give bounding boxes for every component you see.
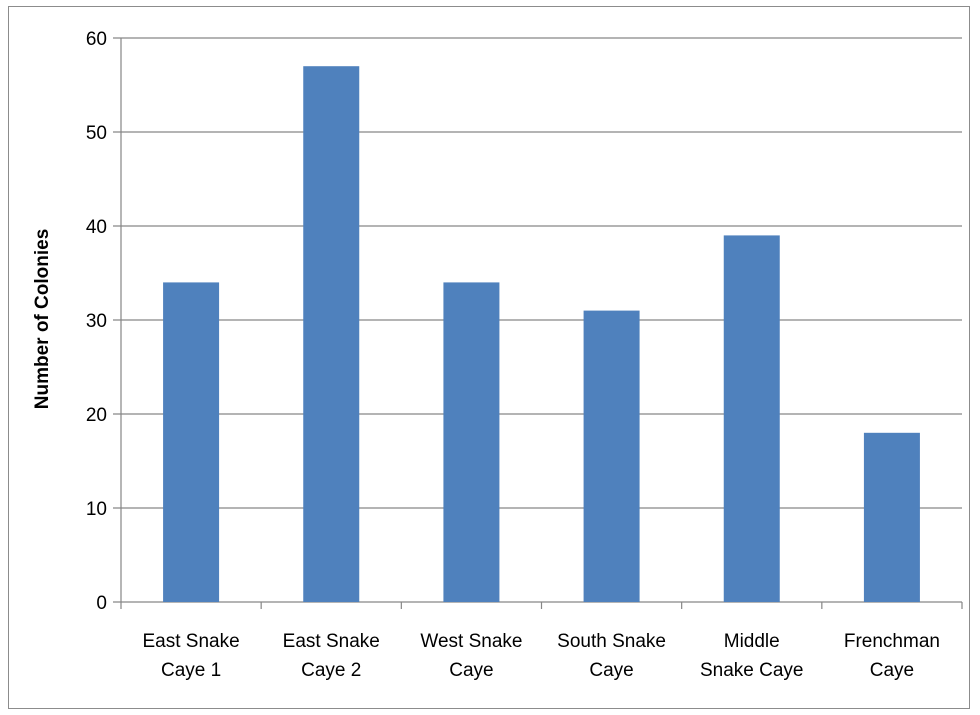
x-category-label: Frenchman: [844, 631, 940, 652]
bar-5: [723, 235, 780, 602]
x-category-label: South Snake: [557, 631, 666, 652]
bar-2: [303, 66, 360, 602]
x-category-label: East Snake: [142, 631, 239, 652]
x-category-label: Caye 2: [301, 660, 361, 681]
x-category-label: Caye: [449, 660, 493, 681]
y-tick-labels: 0 10 20 30 40 50 60: [86, 29, 107, 614]
x-category-label: Middle: [724, 631, 780, 652]
x-category-label: Caye: [589, 660, 633, 681]
x-category-label: East Snake: [283, 631, 380, 652]
bars: [163, 66, 920, 602]
y-tick-label: 10: [86, 499, 107, 520]
bar-1: [163, 282, 220, 602]
x-category-label: Caye: [870, 660, 914, 681]
x-category-labels: East Snake Caye 1 East Snake Caye 2 West Sna…: [142, 631, 939, 681]
y-tick-label: 50: [86, 123, 107, 144]
y-tick-label: 0: [96, 593, 107, 614]
x-category-label: Caye 1: [161, 660, 221, 681]
x-category-label: West Snake: [420, 631, 522, 652]
bar-3: [443, 282, 500, 602]
x-category-label: Snake Caye: [700, 660, 804, 681]
bar-4: [583, 310, 640, 602]
y-tick-label: 20: [86, 405, 107, 426]
gridlines: [113, 37, 963, 609]
bar-6: [863, 432, 920, 602]
y-axis-title: Number of Colonies: [32, 229, 53, 410]
y-tick-label: 60: [86, 29, 107, 50]
y-tick-label: 30: [86, 311, 107, 332]
y-tick-label: 40: [86, 217, 107, 238]
